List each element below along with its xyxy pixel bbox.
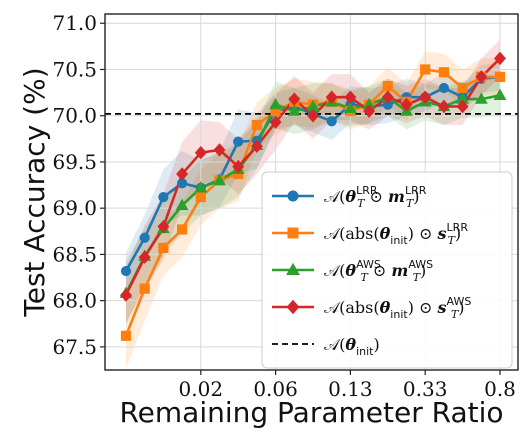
data-point [286, 299, 300, 315]
data-point [475, 70, 488, 84]
data-point [194, 181, 208, 193]
y-tick-label: 69.5 [52, 150, 97, 174]
data-point [326, 116, 337, 127]
data-point [177, 224, 188, 235]
data-point [213, 143, 226, 157]
data-point [175, 198, 189, 211]
data-point [286, 262, 300, 275]
data-point [400, 97, 413, 112]
data-point [363, 104, 376, 118]
data-point [138, 250, 151, 264]
x-axis-label: Remaining Parameter Ratio [119, 396, 503, 429]
data-point [474, 92, 488, 104]
x-tick-label: 0.33 [403, 377, 448, 401]
data-point [456, 99, 469, 114]
x-tick-label: 0.8 [484, 377, 516, 401]
x-tick-label: 0.02 [179, 377, 224, 401]
data-point [232, 159, 245, 174]
data-point [158, 242, 169, 254]
data-point [250, 139, 263, 153]
x-tick-label: 0.06 [253, 377, 298, 401]
data-point [269, 97, 282, 110]
data-point [287, 227, 299, 239]
data-point [344, 101, 357, 113]
y-tick-label: 70.0 [52, 104, 97, 128]
data-point [493, 88, 507, 101]
y-tick-labels: 67.5 68.0 68.5 69.0 69.5 70.0 70.5 71.0 [52, 11, 105, 359]
data-point [158, 191, 169, 203]
data-point [287, 104, 301, 116]
data-point [438, 67, 449, 78]
data-point [381, 90, 394, 104]
y-tick-label: 69.0 [52, 196, 97, 220]
data-point [494, 71, 506, 82]
x-tick-label: 0.13 [328, 377, 373, 401]
data-point [251, 119, 263, 131]
y-tick-label: 68.0 [52, 289, 97, 313]
y-axis-label: Test Accuracy (%) [18, 67, 51, 317]
data-point [269, 115, 282, 129]
y-tick-label: 70.5 [52, 57, 97, 81]
data-point [438, 82, 449, 94]
data-point [457, 82, 468, 94]
data-point [344, 90, 357, 104]
data-point [494, 51, 506, 66]
data-point [288, 92, 301, 106]
data-point [233, 136, 244, 147]
series-markers [119, 51, 507, 341]
y-tick-label: 71.0 [52, 11, 97, 35]
data-point [213, 173, 226, 186]
data-point [120, 265, 132, 277]
plot-frame [104, 13, 519, 371]
data-point [194, 145, 207, 160]
data-point [195, 191, 206, 203]
data-point [139, 283, 150, 294]
y-tick-label: 68.5 [52, 242, 97, 266]
data-point [420, 64, 431, 75]
x-tick-labels: 0.02 0.06 0.13 0.33 0.8 [179, 370, 516, 401]
data-point [120, 330, 132, 341]
data-point [325, 90, 338, 104]
data-point [307, 108, 319, 123]
data-point [382, 81, 393, 92]
data-point [419, 90, 432, 104]
data-point [139, 232, 150, 243]
legend-entry: 𝒜(θinit​) [272, 335, 380, 358]
data-point [287, 190, 299, 202]
data-point [176, 167, 189, 181]
legend-box [261, 171, 513, 369]
data-point [437, 99, 450, 114]
y-tick-label: 67.5 [52, 335, 97, 359]
data-point [157, 219, 170, 234]
data-point [120, 288, 132, 302]
legend-label: 𝒜(θinit​) [324, 335, 380, 358]
